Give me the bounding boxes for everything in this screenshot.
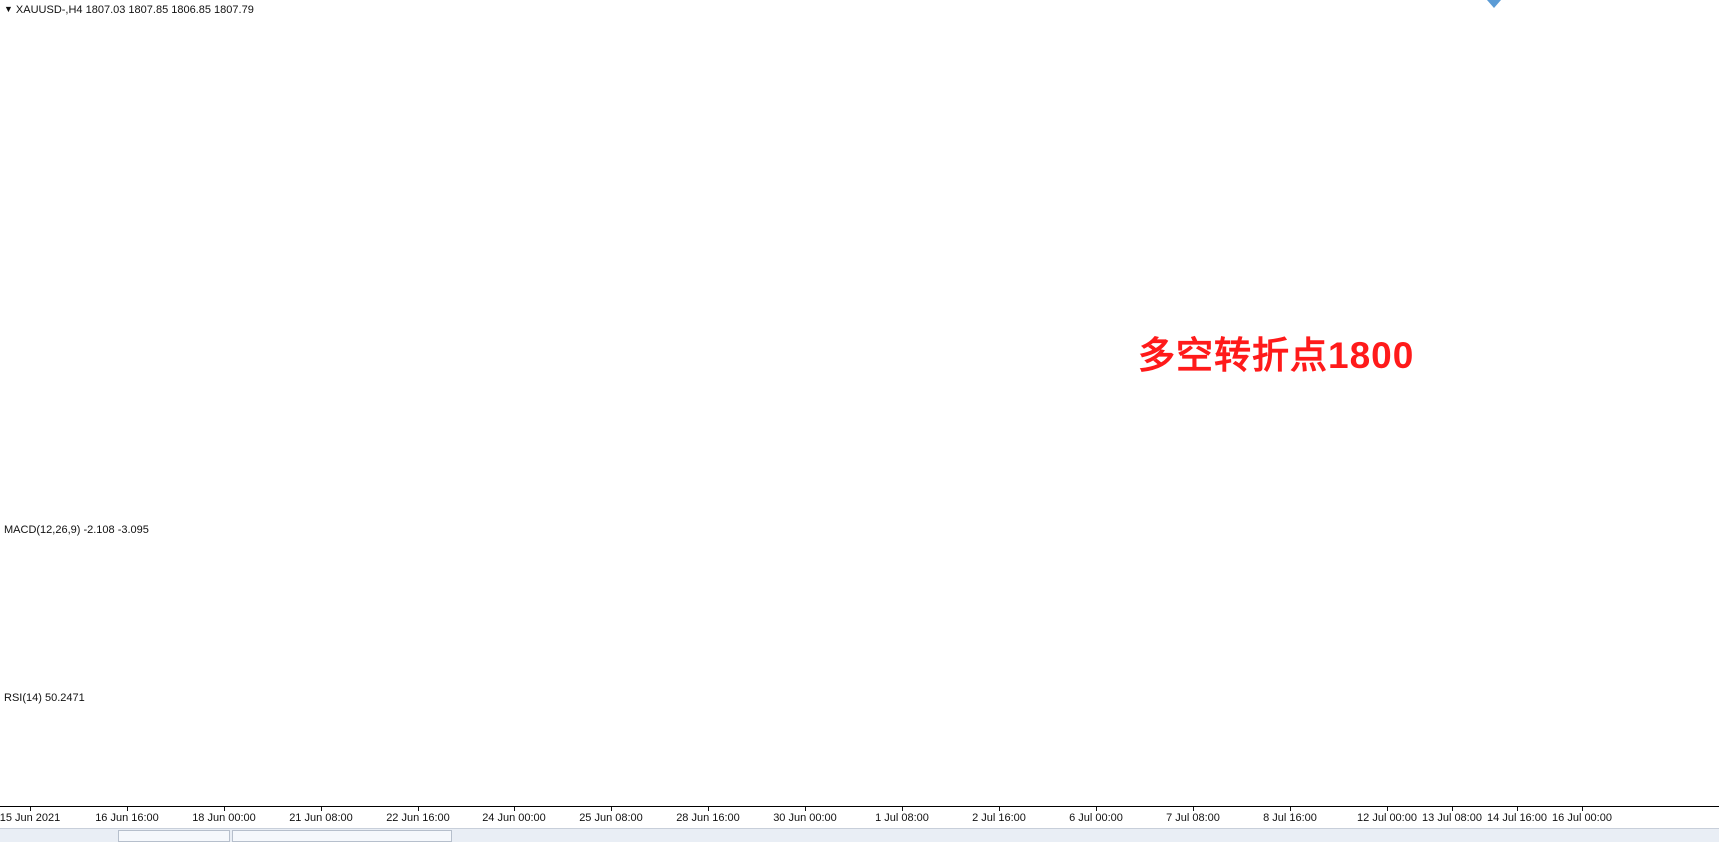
chevron-down-icon[interactable] (1487, 0, 1501, 8)
time-axis-label: 12 Jul 00:00 (1357, 812, 1417, 824)
time-axis[interactable]: 15 Jun 2021 16 Jun 16:00 18 Jun 00:00 21 Ju… (0, 806, 1719, 828)
time-axis-tick (1517, 807, 1518, 811)
time-axis-label: 24 Jun 00:00 (482, 812, 546, 824)
symbol-caption: ▼ XAUUSD-,H4 1807.03 1807.85 1806.85 1807… (4, 3, 254, 16)
triangle-down-icon[interactable]: ▼ (4, 4, 13, 14)
time-axis-label: 28 Jun 16:00 (676, 812, 740, 824)
time-axis-tick (1193, 807, 1194, 811)
rsi-caption: RSI(14) 50.2471 (4, 692, 85, 704)
time-axis-tick (1452, 807, 1453, 811)
time-axis-label: 7 Jul 08:00 (1166, 812, 1220, 824)
time-axis-label: 18 Jun 00:00 (192, 812, 256, 824)
time-axis-label: 14 Jul 16:00 (1487, 812, 1547, 824)
time-axis-tick (611, 807, 612, 811)
time-axis-label: 16 Jul 00:00 (1552, 812, 1612, 824)
os-taskbar[interactable] (0, 828, 1719, 842)
time-axis-tick (805, 807, 806, 811)
time-axis-tick (999, 807, 1000, 811)
time-axis-label: 6 Jul 00:00 (1069, 812, 1123, 824)
time-axis-tick (321, 807, 322, 811)
time-axis-tick (224, 807, 225, 811)
time-axis-tick (127, 807, 128, 811)
time-axis-label: 22 Jun 16:00 (386, 812, 450, 824)
time-axis-tick (514, 807, 515, 811)
time-axis-tick (1582, 807, 1583, 811)
macd-caption: MACD(12,26,9) -2.108 -3.095 (4, 524, 149, 536)
taskbar-item-1[interactable] (118, 830, 230, 842)
time-axis-tick (902, 807, 903, 811)
time-axis-label: 16 Jun 16:00 (95, 812, 159, 824)
time-axis-label: 15 Jun 2021 (0, 812, 61, 824)
time-axis-label: 21 Jun 08:00 (289, 812, 353, 824)
time-axis-label: 13 Jul 08:00 (1422, 812, 1482, 824)
time-axis-tick (30, 807, 31, 811)
time-axis-tick (1290, 807, 1291, 811)
symbol-caption-text: XAUUSD-,H4 1807.03 1807.85 1806.85 1807.… (15, 4, 254, 16)
time-axis-label: 1 Jul 08:00 (875, 812, 929, 824)
time-axis-tick (418, 807, 419, 811)
time-axis-label: 30 Jun 00:00 (773, 812, 837, 824)
time-axis-tick (1096, 807, 1097, 811)
time-axis-tick (708, 807, 709, 811)
time-axis-label: 2 Jul 16:00 (972, 812, 1026, 824)
taskbar-item-2[interactable] (232, 830, 452, 842)
time-axis-label: 25 Jun 08:00 (579, 812, 643, 824)
chart-annotation: 多空转折点1800 (1138, 335, 1415, 376)
time-axis-label: 8 Jul 16:00 (1263, 812, 1317, 824)
time-axis-tick (1387, 807, 1388, 811)
